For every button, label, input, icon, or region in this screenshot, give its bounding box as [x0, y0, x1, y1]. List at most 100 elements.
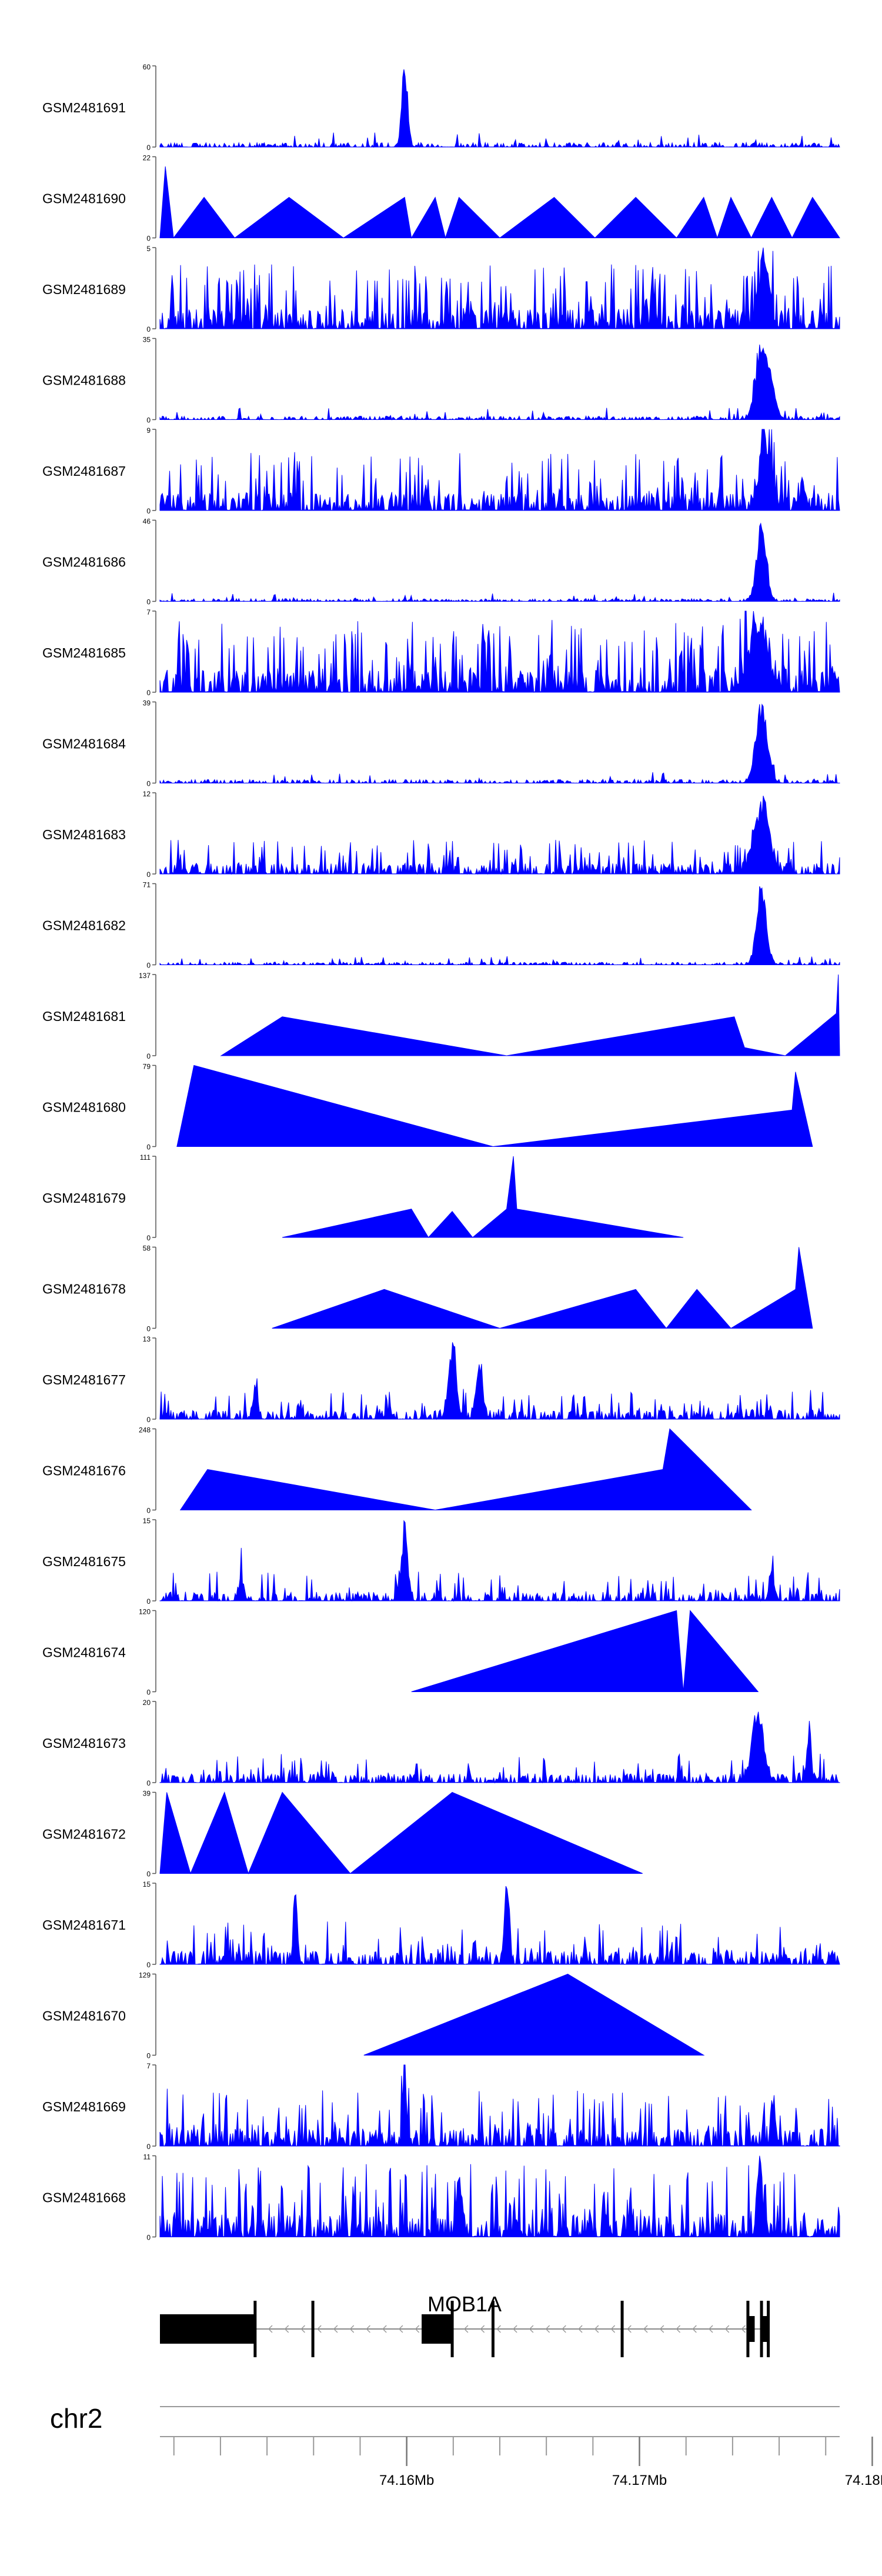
track: GSM2481684 39 0	[42, 699, 840, 788]
track: GSM2481691 60 0	[42, 63, 840, 152]
y-min-label: 0	[146, 962, 151, 970]
strand-arrow	[382, 2325, 387, 2333]
coverage-area	[159, 166, 840, 239]
strand-arrow	[398, 2325, 403, 2333]
strand-arrow	[545, 2325, 550, 2333]
strand-arrow	[529, 2325, 534, 2333]
strand-arrow	[366, 2325, 370, 2333]
coverage-area	[179, 1428, 752, 1511]
x-tick-label: 74.17Mb	[612, 2472, 667, 2488]
exon-block	[747, 2316, 755, 2342]
y-max-label: 111	[140, 1153, 151, 1162]
coverage-area	[159, 522, 840, 602]
track: GSM2481679 111 0	[42, 1153, 684, 1242]
coverage-area	[159, 2064, 840, 2147]
strand-arrow	[741, 2325, 746, 2333]
coverage-area	[272, 1247, 813, 1329]
strand-arrow	[627, 2325, 632, 2333]
y-max-label: 248	[139, 1426, 151, 1434]
track-label: GSM2481688	[42, 373, 126, 388]
y-max-label: 15	[143, 1517, 151, 1525]
track: GSM2481676 248 0	[42, 1426, 752, 1515]
strand-arrow	[268, 2325, 273, 2333]
y-min-label: 0	[146, 235, 151, 243]
y-min-label: 0	[146, 780, 151, 788]
track-label: GSM2481683	[42, 827, 126, 842]
coverage-area	[159, 1791, 643, 1874]
exon-tick	[491, 2301, 495, 2357]
exon-tick	[253, 2301, 257, 2357]
gene-label: MOB1A	[427, 2292, 502, 2316]
strand-arrow	[349, 2325, 355, 2333]
track-label: GSM2481689	[42, 282, 126, 297]
y-min-label: 0	[146, 1961, 151, 1969]
track-label: GSM2481677	[42, 1372, 126, 1387]
exon-block	[422, 2314, 453, 2344]
track: GSM2481669 7 0	[42, 2062, 840, 2151]
track: GSM2481674 120 0	[42, 1608, 759, 1697]
coverage-area	[159, 69, 840, 148]
y-min-label: 0	[146, 1507, 151, 1515]
strand-arrow	[659, 2325, 664, 2333]
y-max-label: 7	[146, 608, 151, 616]
track-label: GSM2481679	[42, 1190, 126, 1206]
y-min-label: 0	[146, 1234, 151, 1242]
y-min-label: 0	[146, 2143, 151, 2151]
y-max-label: 15	[143, 1880, 151, 1888]
track: GSM2481690 22 0	[42, 154, 840, 243]
strand-arrow	[300, 2325, 305, 2333]
y-min-label: 0	[146, 2052, 151, 2060]
track-label: GSM2481682	[42, 918, 126, 933]
strand-arrow	[317, 2325, 322, 2333]
strand-arrow	[578, 2325, 583, 2333]
track-label: GSM2481687	[42, 463, 126, 479]
strand-arrow	[594, 2325, 599, 2333]
exon-tick	[767, 2301, 770, 2357]
track: GSM2481670 129 0	[42, 1971, 705, 2060]
exon-tick	[450, 2301, 454, 2357]
y-max-label: 35	[143, 336, 151, 344]
track-label: GSM2481691	[42, 100, 126, 115]
track: GSM2481680 79 0	[42, 1063, 813, 1152]
y-max-label: 22	[143, 154, 151, 162]
y-min-label: 0	[146, 325, 151, 333]
track: GSM2481685 7 0	[42, 608, 840, 697]
y-max-label: 5	[146, 245, 151, 253]
track-label: GSM2481680	[42, 1100, 126, 1115]
y-max-label: 39	[143, 699, 151, 708]
strand-arrow	[480, 2325, 485, 2333]
exon-block	[761, 2316, 769, 2342]
strand-arrow	[284, 2325, 289, 2333]
track-label: GSM2481673	[42, 1736, 126, 1751]
y-max-label: 60	[143, 63, 151, 71]
strand-arrow	[692, 2325, 697, 2333]
y-min-label: 0	[146, 1870, 151, 1878]
genomic-axis: chr2 74.16Mb 74.17Mb 74.18Mb	[50, 2403, 882, 2488]
y-max-label: 120	[139, 1608, 151, 1616]
track-label: GSM2481671	[42, 1917, 126, 1933]
y-min-label: 0	[146, 1779, 151, 1787]
y-max-label: 12	[143, 790, 151, 798]
strand-arrow	[724, 2325, 730, 2333]
y-max-label: 39	[143, 1790, 151, 1798]
y-min-label: 0	[146, 1052, 151, 1060]
y-max-label: 129	[139, 1971, 151, 1980]
exon-tick	[311, 2301, 315, 2357]
strand-arrow	[643, 2325, 648, 2333]
track: GSM2481678 58 0	[42, 1244, 813, 1333]
y-max-label: 71	[143, 881, 151, 889]
track-label: GSM2481678	[42, 1282, 126, 1297]
y-max-label: 7	[146, 2062, 151, 2070]
coverage-tracks: GSM2481691600GSM2481690220GSM248168950GS…	[42, 63, 840, 2242]
track: GSM2481672 39 0	[42, 1790, 643, 1878]
exon-block	[160, 2314, 255, 2344]
track: GSM2481688 35 0	[42, 336, 840, 425]
y-min-label: 0	[146, 1143, 151, 1152]
track-label: GSM2481674	[42, 1645, 126, 1660]
coverage-area	[159, 1886, 840, 1966]
track: GSM2481681 137 0	[42, 972, 840, 1060]
y-min-label: 0	[146, 1689, 151, 1697]
strand-arrow	[333, 2325, 338, 2333]
y-max-label: 137	[139, 972, 151, 980]
